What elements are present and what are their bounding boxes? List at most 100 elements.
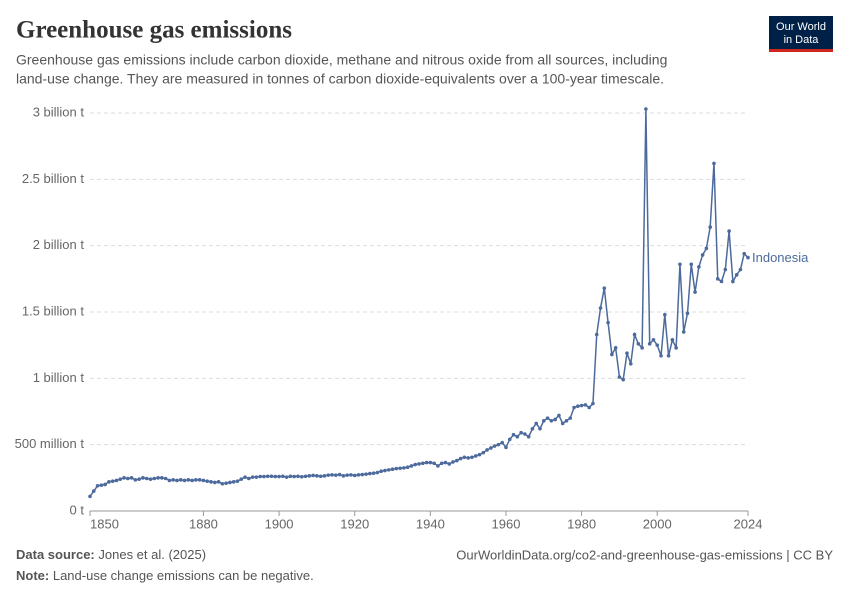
point	[541, 418, 546, 423]
subtitle: Greenhouse gas emissions include carbon …	[16, 52, 667, 68]
point	[209, 480, 213, 484]
y-tick-label: 2 billion t	[33, 237, 85, 252]
url[interactable]: OurWorldinData.org/co2-and-greenhouse-ga…	[456, 547, 833, 562]
point	[424, 460, 429, 465]
point	[409, 464, 414, 468]
point	[296, 474, 300, 479]
point	[485, 448, 489, 452]
point	[390, 467, 395, 472]
point	[685, 311, 690, 316]
point	[470, 455, 474, 460]
point	[734, 273, 739, 277]
point	[405, 465, 410, 470]
point	[190, 478, 194, 483]
point	[345, 473, 349, 477]
point	[568, 416, 573, 420]
point	[598, 306, 603, 310]
point	[489, 446, 493, 450]
point	[591, 401, 595, 406]
point	[632, 332, 637, 337]
note-text: Land-use change emissions can be negativ…	[53, 568, 314, 583]
point	[647, 342, 652, 346]
point	[466, 456, 470, 460]
point	[723, 267, 728, 272]
point	[507, 437, 512, 442]
point	[281, 474, 285, 479]
note-label: Note:	[16, 568, 49, 583]
point	[144, 476, 149, 481]
logo-bar	[769, 49, 833, 52]
point	[126, 476, 130, 481]
point	[337, 472, 342, 477]
point	[292, 474, 297, 479]
point	[228, 480, 232, 485]
point	[651, 338, 656, 342]
point	[640, 346, 644, 350]
x-tick-label: 1960	[492, 516, 521, 531]
point	[477, 452, 482, 457]
point	[212, 480, 217, 485]
point	[704, 246, 709, 251]
x-tick-label: 1850	[90, 516, 119, 531]
point	[481, 450, 486, 455]
point	[311, 473, 315, 478]
point	[617, 375, 622, 379]
point	[95, 483, 100, 488]
point	[746, 255, 750, 260]
point	[579, 403, 584, 408]
source: Data source: Jones et al. (2025)	[16, 547, 206, 562]
point	[462, 455, 467, 460]
point	[719, 279, 724, 284]
x-tick-label: 1900	[265, 516, 294, 531]
point	[519, 430, 523, 435]
point	[175, 478, 179, 483]
point	[402, 466, 406, 470]
x-tick-label: 2024	[734, 516, 763, 531]
point	[303, 474, 308, 479]
point	[420, 461, 425, 466]
point	[277, 474, 281, 479]
point	[288, 474, 293, 479]
point	[269, 474, 274, 479]
point	[247, 476, 251, 481]
series-label: Indonesia	[752, 250, 809, 265]
point	[511, 432, 516, 437]
point	[122, 476, 126, 480]
point	[576, 404, 580, 408]
point	[515, 434, 520, 439]
point	[103, 482, 107, 487]
point	[220, 482, 225, 486]
point	[341, 474, 346, 478]
x-tick-label: 1880	[189, 516, 218, 531]
point	[379, 469, 383, 474]
point	[715, 277, 720, 281]
source-label: Data source:	[16, 547, 95, 562]
point	[224, 481, 228, 485]
chart-title: Greenhouse gas emissions	[16, 17, 292, 44]
point	[455, 458, 459, 463]
x-tick-label: 1940	[416, 516, 445, 531]
point	[443, 460, 448, 465]
point	[118, 477, 123, 481]
point	[322, 474, 327, 478]
point	[273, 474, 278, 479]
point	[500, 440, 504, 445]
point	[628, 361, 633, 366]
point	[334, 473, 338, 477]
point	[194, 478, 198, 482]
point	[738, 267, 743, 272]
point	[742, 251, 747, 256]
point	[243, 475, 247, 479]
point	[129, 476, 134, 480]
point	[659, 353, 663, 358]
point	[674, 346, 678, 350]
point	[394, 466, 399, 471]
point	[235, 479, 240, 483]
point	[182, 478, 187, 483]
logo	[769, 16, 833, 52]
point	[160, 476, 164, 480]
point	[681, 330, 686, 334]
point	[330, 473, 334, 477]
point	[205, 479, 210, 483]
point	[368, 471, 372, 476]
